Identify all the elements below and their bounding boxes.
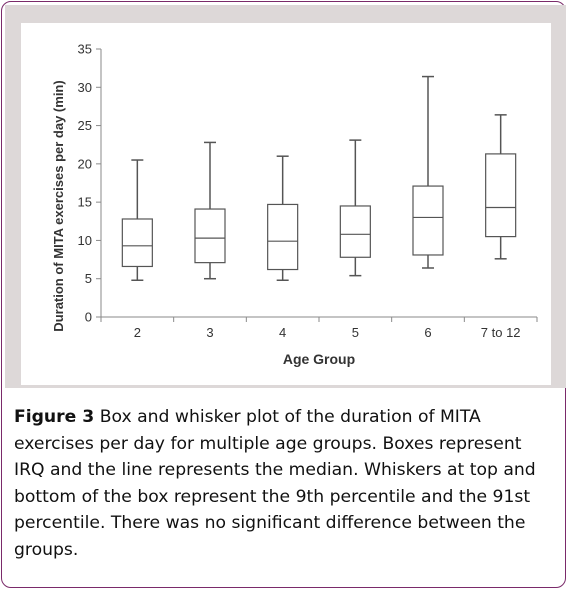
y-axis-label: Duration of MITA exercises per day (min)	[51, 80, 66, 331]
box-plot-chart: 0 5 10 15 20 25 30 35 2 3 4 5 6 7 to 12 Duration of …	[51, 42, 538, 367]
box-group	[339, 139, 371, 277]
x-tick-label: 3	[206, 325, 213, 340]
y-axis: 0 5 10 15 20 25 30 35	[78, 42, 102, 325]
figure-caption: Figure 3 Box and whisker plot of the dur…	[14, 404, 554, 563]
caption-label: Figure 3	[14, 407, 95, 427]
y-tick-label: 35	[78, 42, 92, 57]
box-group	[121, 159, 153, 281]
box-group	[485, 114, 517, 260]
iqr-box	[485, 153, 517, 238]
x-tick-label: 2	[134, 325, 141, 340]
plot-area: 0 5 10 15 20 25 30 35 2 3 4 5 6 7 to 12 Duration of …	[21, 23, 551, 385]
y-tick-label: 25	[78, 118, 92, 133]
box-group	[267, 155, 299, 281]
iqr-box	[339, 205, 371, 258]
y-tick-label: 20	[78, 156, 92, 171]
y-tick-label: 5	[85, 271, 92, 286]
iqr-box	[412, 185, 444, 256]
iqr-box	[267, 203, 299, 271]
iqr-box	[121, 218, 153, 268]
x-tick-label: 7 to 12	[481, 325, 521, 340]
y-tick-label: 30	[78, 80, 92, 95]
box-group	[412, 75, 444, 269]
figure-panel: 0 5 10 15 20 25 30 35 2 3 4 5 6 7 to 12 Duration of …	[5, 5, 566, 388]
x-axis-label: Age Group	[283, 351, 355, 367]
caption-text: Box and whisker plot of the duration of …	[14, 407, 536, 560]
y-tick-label: 15	[78, 195, 92, 210]
y-tick-label: 0	[85, 310, 92, 325]
iqr-box	[194, 208, 226, 264]
box-series	[121, 75, 517, 281]
x-axis: 2 3 4 5 6 7 to 12	[100, 316, 538, 340]
x-tick-label: 5	[352, 325, 359, 340]
x-tick-label: 6	[424, 325, 431, 340]
box-group	[194, 141, 226, 280]
x-tick-label: 4	[279, 325, 286, 340]
y-tick-label: 10	[78, 233, 92, 248]
